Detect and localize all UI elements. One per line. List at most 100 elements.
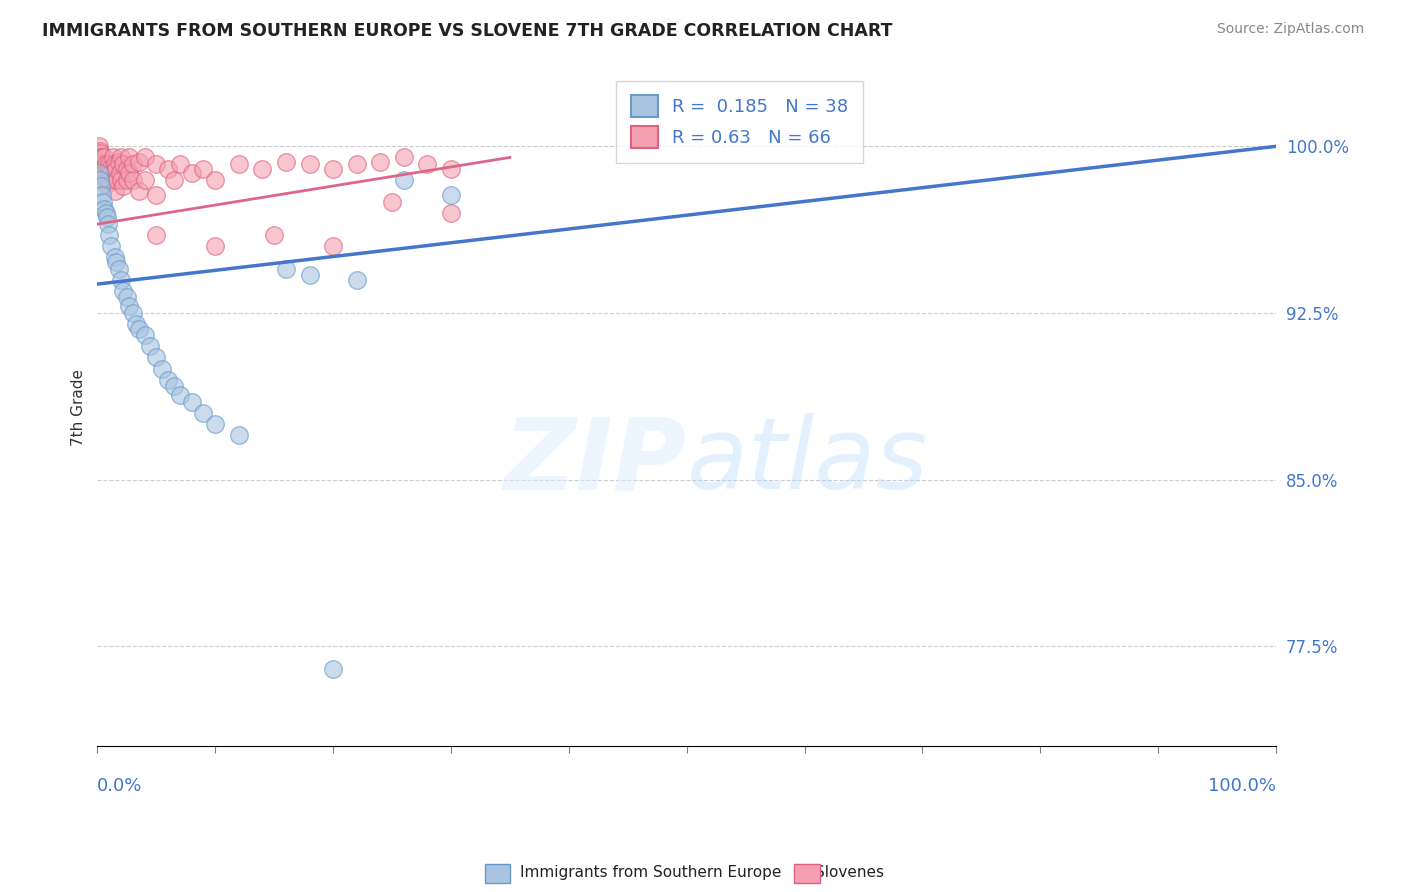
Point xyxy=(157,161,180,176)
Text: atlas: atlas xyxy=(686,413,928,510)
Point xyxy=(125,317,148,331)
Point xyxy=(104,184,127,198)
Text: Source: ZipAtlas.com: Source: ZipAtlas.com xyxy=(1216,22,1364,37)
Point xyxy=(96,177,118,191)
Point xyxy=(145,157,167,171)
Point xyxy=(89,145,111,160)
Point xyxy=(274,154,297,169)
Legend: R =  0.185   N = 38, R = 0.63   N = 66: R = 0.185 N = 38, R = 0.63 N = 66 xyxy=(616,81,863,163)
Text: Slovenes: Slovenes xyxy=(815,865,884,880)
Point xyxy=(93,166,115,180)
Point xyxy=(118,150,141,164)
Point xyxy=(89,172,111,186)
Point xyxy=(204,239,226,253)
Point xyxy=(87,166,110,180)
Point xyxy=(104,157,127,171)
Point xyxy=(110,172,132,186)
Point xyxy=(322,662,344,676)
Point xyxy=(110,150,132,164)
Point xyxy=(346,157,368,171)
Point xyxy=(98,228,121,243)
Point xyxy=(91,166,114,180)
Point xyxy=(228,157,250,171)
Point xyxy=(107,154,129,169)
Point xyxy=(121,172,143,186)
Point xyxy=(90,150,112,164)
Point xyxy=(193,406,215,420)
Point xyxy=(108,166,131,180)
Point xyxy=(100,239,122,253)
Point xyxy=(94,172,117,186)
Point xyxy=(97,166,120,180)
Point xyxy=(128,184,150,198)
Point xyxy=(91,188,114,202)
Point xyxy=(180,166,202,180)
Point xyxy=(118,299,141,313)
Point xyxy=(121,306,143,320)
Point xyxy=(145,351,167,365)
Point xyxy=(157,373,180,387)
Text: ZIP: ZIP xyxy=(503,413,686,510)
Point xyxy=(94,206,117,220)
Point xyxy=(91,157,114,171)
Point xyxy=(105,161,128,176)
Point xyxy=(381,194,404,209)
Point xyxy=(163,172,186,186)
Text: 0.0%: 0.0% xyxy=(97,777,143,795)
Point xyxy=(112,179,135,194)
Point xyxy=(90,179,112,194)
Point xyxy=(121,157,143,171)
Point xyxy=(139,339,162,353)
Point xyxy=(115,172,138,186)
Point xyxy=(128,154,150,169)
Point xyxy=(105,172,128,186)
Point xyxy=(163,379,186,393)
Point xyxy=(228,428,250,442)
Point xyxy=(204,417,226,431)
Point xyxy=(204,172,226,186)
Point xyxy=(274,261,297,276)
Point xyxy=(169,157,191,171)
Point xyxy=(134,172,156,186)
Point xyxy=(93,150,115,164)
Text: Immigrants from Southern Europe: Immigrants from Southern Europe xyxy=(520,865,782,880)
Point xyxy=(298,268,321,283)
Point xyxy=(105,255,128,269)
Text: IMMIGRANTS FROM SOUTHERN EUROPE VS SLOVENE 7TH GRADE CORRELATION CHART: IMMIGRANTS FROM SOUTHERN EUROPE VS SLOVE… xyxy=(42,22,893,40)
Point xyxy=(91,161,114,176)
Point xyxy=(440,206,463,220)
Point xyxy=(392,150,415,164)
Point xyxy=(112,157,135,171)
Point xyxy=(96,211,118,225)
Point xyxy=(90,154,112,169)
Point xyxy=(416,157,439,171)
Point xyxy=(193,161,215,176)
Point xyxy=(107,261,129,276)
Point xyxy=(97,217,120,231)
Point xyxy=(112,284,135,298)
Point xyxy=(94,157,117,171)
Point xyxy=(298,157,321,171)
Y-axis label: 7th Grade: 7th Grade xyxy=(72,369,86,446)
Point xyxy=(368,154,391,169)
Point xyxy=(263,228,285,243)
Point xyxy=(91,150,114,164)
Point xyxy=(322,161,344,176)
Point xyxy=(440,188,463,202)
Point xyxy=(98,172,121,186)
Point xyxy=(346,273,368,287)
Point xyxy=(150,361,173,376)
Point xyxy=(115,161,138,176)
Point xyxy=(180,395,202,409)
Point xyxy=(98,161,121,176)
Point xyxy=(134,328,156,343)
Point xyxy=(118,166,141,180)
Point xyxy=(89,144,111,158)
Point xyxy=(322,239,344,253)
Point xyxy=(100,166,122,180)
Point xyxy=(93,202,115,216)
Point xyxy=(392,172,415,186)
Point xyxy=(252,161,274,176)
Text: 100.0%: 100.0% xyxy=(1208,777,1277,795)
Point xyxy=(128,321,150,335)
